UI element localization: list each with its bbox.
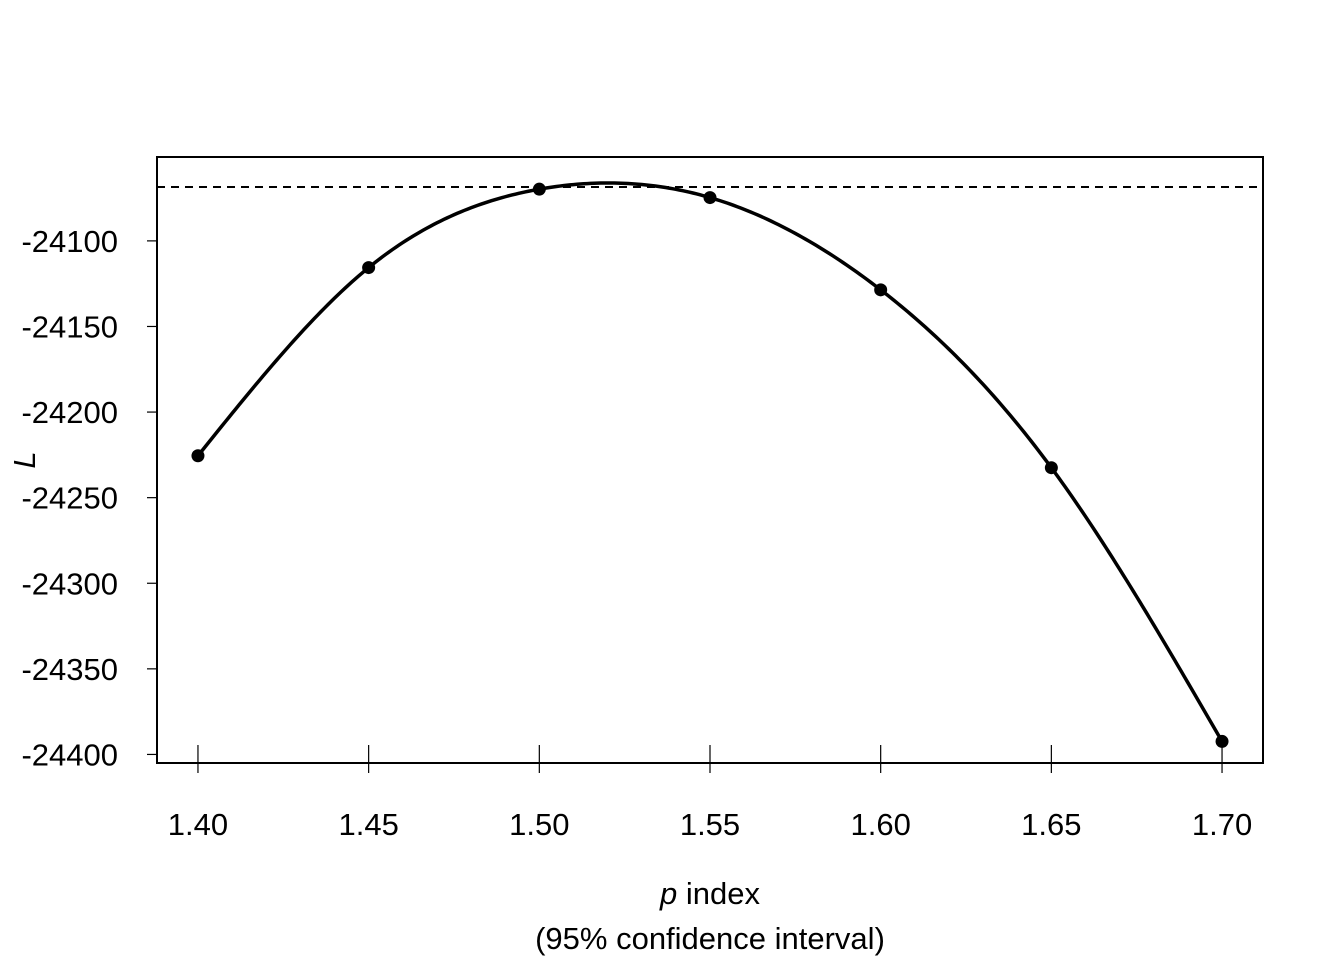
y-tick-label: -24200	[21, 395, 118, 430]
x-tick-label: 1.40	[168, 807, 228, 842]
y-tick-label: -24150	[21, 309, 118, 344]
y-tick-label: -24100	[21, 224, 118, 259]
data-point	[1215, 734, 1229, 748]
y-tick-label: -24250	[21, 481, 118, 516]
x-tick-label: 1.50	[509, 807, 569, 842]
x-tick-label: 1.60	[851, 807, 911, 842]
data-point	[874, 283, 888, 297]
x-tick-label: 1.70	[1192, 807, 1252, 842]
y-axis: -24100 -24150 -24200 -24250 -24300 -24350 -244…	[21, 224, 157, 772]
x-axis-title-text: index	[677, 876, 760, 911]
x-axis-symbol: p	[659, 876, 677, 911]
y-axis-title: L	[7, 451, 42, 468]
x-axis: 1.40 1.45 1.50 1.55 1.60 1.65 1.70	[168, 745, 1252, 842]
x-tick-label: 1.45	[338, 807, 398, 842]
data-point	[703, 191, 717, 205]
data-point	[532, 182, 546, 196]
y-tick-label: -24300	[21, 566, 118, 601]
x-axis-title: p index	[659, 876, 760, 911]
x-axis-subtitle: (95% confidence interval)	[535, 921, 885, 956]
data-points	[191, 182, 1229, 748]
x-tick-label: 1.55	[680, 807, 740, 842]
y-tick-label: -24350	[21, 652, 118, 687]
data-point	[191, 449, 205, 463]
y-tick-label: -24400	[21, 737, 118, 772]
data-point	[362, 261, 376, 275]
data-point	[1044, 461, 1058, 475]
x-tick-label: 1.65	[1021, 807, 1081, 842]
